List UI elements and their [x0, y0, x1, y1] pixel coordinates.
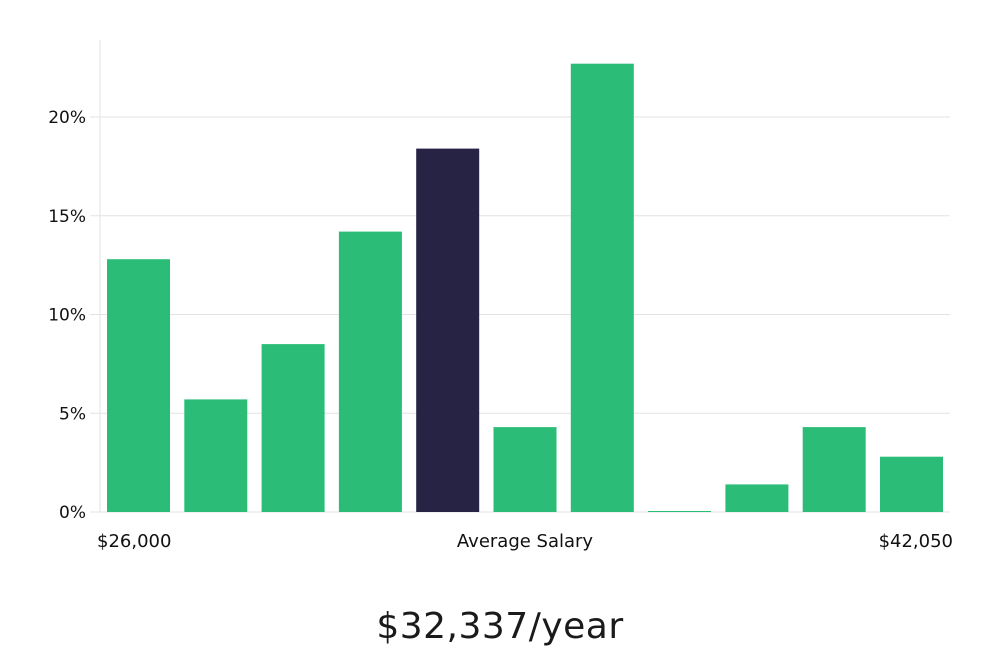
- y-tick-label: 20%: [48, 108, 86, 128]
- bar: [261, 344, 325, 512]
- y-tick-label: 15%: [48, 207, 86, 227]
- x-axis-title: Average Salary: [457, 531, 594, 552]
- bar: [725, 484, 789, 512]
- bar: [648, 511, 712, 512]
- bar: [493, 427, 557, 512]
- bar: [338, 231, 402, 512]
- bar: [570, 63, 634, 512]
- x-range-min-label: $26,000: [97, 531, 171, 552]
- y-axis: 0% 5% 10% 15% 20%: [48, 108, 86, 523]
- x-range-max-label: $42,050: [879, 531, 953, 552]
- salary-histogram: 0% 5% 10% 15% 20% $26,000 Average Salary $42…: [48, 40, 953, 552]
- bar-highlighted: [416, 148, 480, 512]
- bar: [802, 427, 866, 512]
- bar: [184, 399, 248, 512]
- bars: [107, 63, 943, 512]
- y-tick-label: 5%: [59, 404, 86, 424]
- bar: [880, 456, 943, 512]
- y-tick-label: 10%: [48, 306, 86, 326]
- average-salary-value: $32,337/year: [376, 606, 624, 647]
- y-tick-label: 0%: [59, 503, 86, 523]
- bar: [107, 259, 170, 512]
